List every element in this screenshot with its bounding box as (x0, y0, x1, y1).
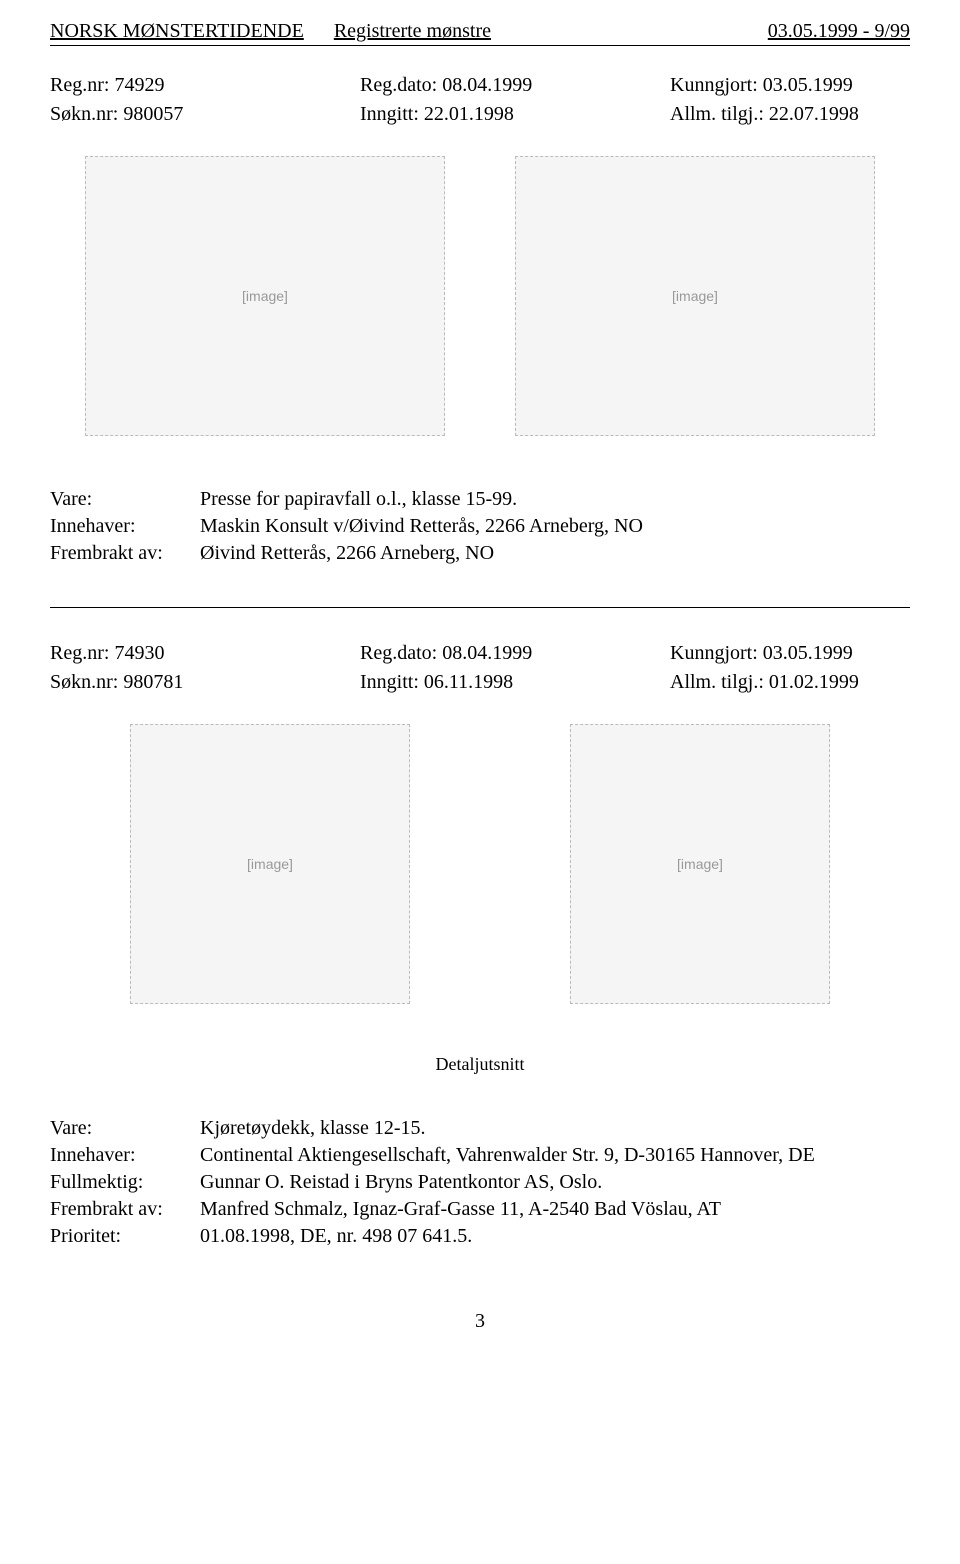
reg-dato: Reg.dato: 08.04.1999 (360, 74, 670, 97)
record-divider (50, 607, 910, 608)
reg-nr-label: Reg.nr: (50, 642, 109, 664)
kunngjort: Kunngjort: 03.05.1999 (670, 642, 910, 665)
reg-dato-value: 08.04.1999 (442, 74, 532, 96)
page-number: 3 (50, 1310, 910, 1333)
meta-label: Vare: (50, 486, 200, 513)
reg-dato: Reg.dato: 08.04.1999 (360, 642, 670, 665)
record-meta: Vare: Presse for papiravfall o.l., klass… (50, 486, 910, 567)
reg-nr-value: 74929 (114, 74, 164, 96)
figure-row: [image] [image] (50, 724, 910, 1004)
meta-value: Kjøretøydekk, klasse 12-15. (200, 1115, 910, 1142)
meta-row-fullmektig: Fullmektig: Gunnar O. Reistad i Bryns Pa… (50, 1169, 910, 1196)
tilgj: Allm. tilgj.: 22.07.1998 (670, 103, 910, 126)
record-meta: Vare: Kjøretøydekk, klasse 12-15. Inneha… (50, 1115, 910, 1250)
header-issue-date: 03.05.1999 - 9/99 (768, 20, 910, 43)
reg-dato-label: Reg.dato: (360, 642, 437, 664)
reg-dato-label: Reg.dato: (360, 74, 437, 96)
meta-value: Continental Aktiengesellschaft, Vahrenwa… (200, 1142, 910, 1169)
figure-image: [image] (515, 156, 875, 436)
tilgj: Allm. tilgj.: 01.02.1999 (670, 671, 910, 694)
reg-dato-value: 08.04.1999 (442, 642, 532, 664)
figure-row: [image] [image] (50, 156, 910, 436)
inngitt-value: 22.01.1998 (424, 103, 514, 125)
meta-value: Maskin Konsult v/Øivind Retterås, 2266 A… (200, 513, 910, 540)
reg-nr: Reg.nr: 74930 (50, 642, 360, 665)
kunngjort-value: 03.05.1999 (763, 642, 853, 664)
meta-label: Vare: (50, 1115, 200, 1142)
meta-row-vare: Vare: Kjøretøydekk, klasse 12-15. (50, 1115, 910, 1142)
figure-image: [image] (570, 724, 830, 1004)
meta-value: Øivind Retterås, 2266 Arneberg, NO (200, 540, 910, 567)
tilgj-label: Allm. tilgj.: (670, 671, 764, 693)
page-header: NORSK MØNSTERTIDENDE Registrerte mønstre… (50, 20, 910, 46)
meta-value: Gunnar O. Reistad i Bryns Patentkontor A… (200, 1169, 910, 1196)
inngitt: Inngitt: 06.11.1998 (360, 671, 670, 694)
sokn-nr-label: Søkn.nr: (50, 671, 118, 693)
tilgj-label: Allm. tilgj.: (670, 103, 764, 125)
sokn-nr: Søkn.nr: 980057 (50, 103, 360, 126)
figure-image: [image] (130, 724, 410, 1004)
reg-nr-value: 74930 (114, 642, 164, 664)
meta-label: Prioritet: (50, 1223, 200, 1250)
kunngjort-label: Kunngjort: (670, 74, 758, 96)
registration-row: Reg.nr: 74929 Reg.dato: 08.04.1999 Kunng… (50, 74, 910, 97)
tilgj-value: 01.02.1999 (769, 671, 859, 693)
kunngjort: Kunngjort: 03.05.1999 (670, 74, 910, 97)
header-journal-title: NORSK MØNSTERTIDENDE (50, 20, 304, 43)
inngitt-label: Inngitt: (360, 103, 419, 125)
meta-label: Frembrakt av: (50, 1196, 200, 1223)
inngitt: Inngitt: 22.01.1998 (360, 103, 670, 126)
sokn-nr-value: 980781 (123, 671, 183, 693)
kunngjort-label: Kunngjort: (670, 642, 758, 664)
registration-row: Reg.nr: 74930 Reg.dato: 08.04.1999 Kunng… (50, 642, 910, 665)
inngitt-label: Inngitt: (360, 671, 419, 693)
sokn-nr-label: Søkn.nr: (50, 103, 118, 125)
reg-nr-label: Reg.nr: (50, 74, 109, 96)
meta-label: Innehaver: (50, 513, 200, 540)
meta-label: Frembrakt av: (50, 540, 200, 567)
header-section-title: Registrerte mønstre (304, 20, 768, 43)
meta-value: Manfred Schmalz, Ignaz-Graf-Gasse 11, A-… (200, 1196, 910, 1223)
meta-row-innehaver: Innehaver: Maskin Konsult v/Øivind Rette… (50, 513, 910, 540)
meta-row-innehaver: Innehaver: Continental Aktiengesellschaf… (50, 1142, 910, 1169)
application-row: Søkn.nr: 980057 Inngitt: 22.01.1998 Allm… (50, 103, 910, 126)
figure-image: [image] (85, 156, 445, 436)
design-record: Reg.nr: 74930 Reg.dato: 08.04.1999 Kunng… (50, 642, 910, 1250)
meta-value: 01.08.1998, DE, nr. 498 07 641.5. (200, 1223, 910, 1250)
design-record: Reg.nr: 74929 Reg.dato: 08.04.1999 Kunng… (50, 74, 910, 567)
meta-row-vare: Vare: Presse for papiravfall o.l., klass… (50, 486, 910, 513)
figure-caption: Detaljutsnitt (50, 1054, 910, 1075)
reg-nr: Reg.nr: 74929 (50, 74, 360, 97)
sokn-nr-value: 980057 (123, 103, 183, 125)
inngitt-value: 06.11.1998 (424, 671, 513, 693)
meta-label: Fullmektig: (50, 1169, 200, 1196)
meta-row-prioritet: Prioritet: 01.08.1998, DE, nr. 498 07 64… (50, 1223, 910, 1250)
meta-label: Innehaver: (50, 1142, 200, 1169)
application-row: Søkn.nr: 980781 Inngitt: 06.11.1998 Allm… (50, 671, 910, 694)
meta-value: Presse for papiravfall o.l., klasse 15-9… (200, 486, 910, 513)
kunngjort-value: 03.05.1999 (763, 74, 853, 96)
meta-row-frembrakt: Frembrakt av: Manfred Schmalz, Ignaz-Gra… (50, 1196, 910, 1223)
meta-row-frembrakt: Frembrakt av: Øivind Retterås, 2266 Arne… (50, 540, 910, 567)
tilgj-value: 22.07.1998 (769, 103, 859, 125)
sokn-nr: Søkn.nr: 980781 (50, 671, 360, 694)
